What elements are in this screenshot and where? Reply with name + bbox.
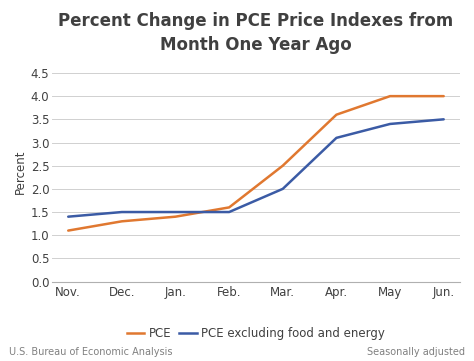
Line: PCE excluding food and energy: PCE excluding food and energy	[68, 119, 444, 217]
PCE	[119, 219, 125, 223]
PCE excluding food and energy	[119, 210, 125, 214]
Line: PCE: PCE	[68, 96, 444, 231]
PCE	[280, 164, 286, 168]
PCE	[441, 94, 447, 98]
PCE excluding food and energy	[280, 187, 286, 191]
PCE	[173, 214, 178, 219]
Text: Seasonally adjusted: Seasonally adjusted	[366, 347, 465, 357]
Legend: PCE, PCE excluding food and energy: PCE, PCE excluding food and energy	[122, 323, 390, 345]
Text: U.S. Bureau of Economic Analysis: U.S. Bureau of Economic Analysis	[9, 347, 173, 357]
PCE excluding food and energy	[441, 117, 447, 122]
PCE	[226, 205, 232, 210]
Y-axis label: Percent: Percent	[14, 149, 27, 194]
PCE	[387, 94, 393, 98]
PCE excluding food and energy	[173, 210, 178, 214]
PCE	[334, 113, 339, 117]
PCE	[65, 229, 71, 233]
PCE excluding food and energy	[65, 214, 71, 219]
PCE excluding food and energy	[226, 210, 232, 214]
Title: Percent Change in PCE Price Indexes from
Month One Year Ago: Percent Change in PCE Price Indexes from…	[58, 12, 454, 54]
PCE excluding food and energy	[334, 136, 339, 140]
PCE excluding food and energy	[387, 122, 393, 126]
